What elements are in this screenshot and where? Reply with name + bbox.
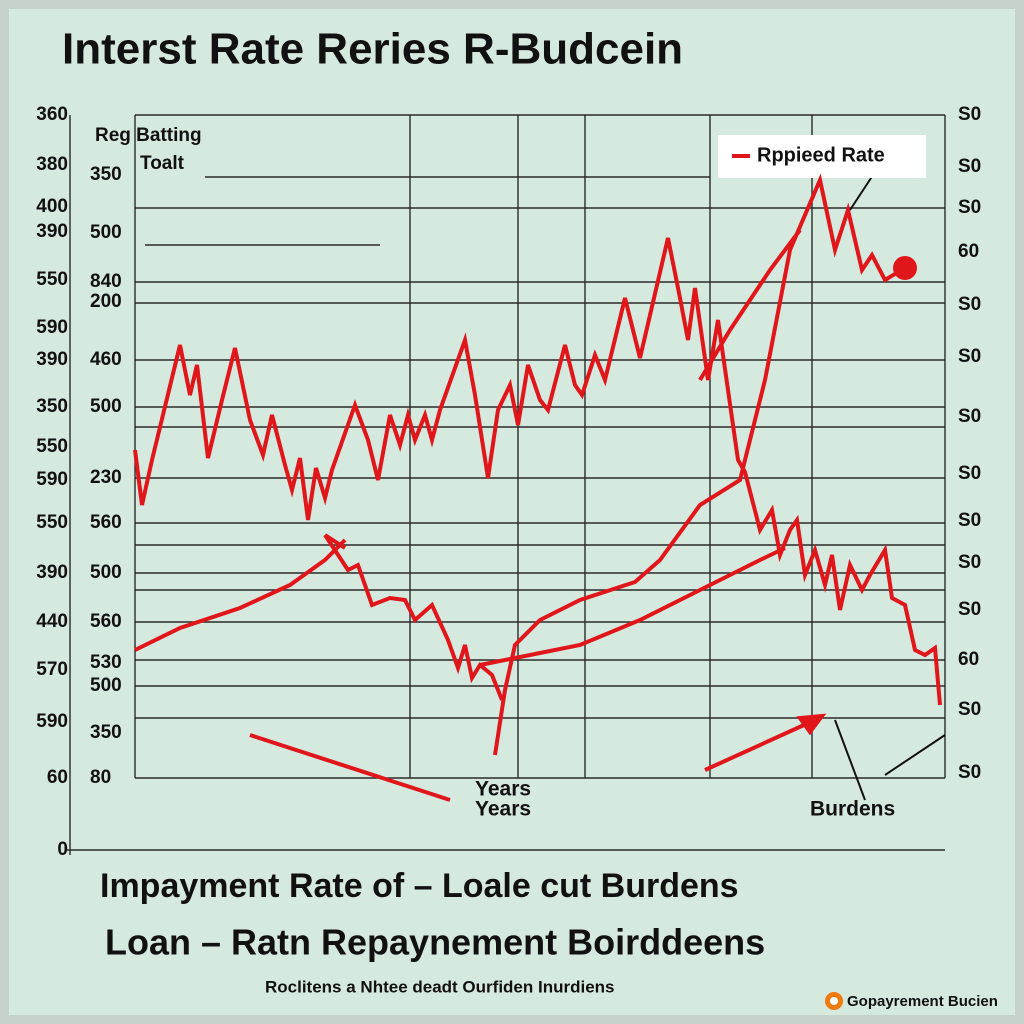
y-label-inner: 500 — [90, 562, 122, 583]
annotation: Years — [475, 798, 531, 821]
y-label: 360 — [36, 104, 68, 125]
series-line — [698, 228, 802, 382]
y2-label: S0 — [958, 197, 981, 218]
y-label-inner: 350 — [90, 722, 122, 743]
y-label: 390 — [36, 221, 68, 242]
y2-label: S0 — [958, 762, 981, 783]
y-label-inner: 80 — [90, 767, 111, 788]
series-line — [323, 533, 504, 701]
y-label: 590 — [36, 317, 68, 338]
arrow-head — [796, 713, 827, 736]
caption: Roclitens a Nhtee deadt Ourfiden Inurdie… — [265, 977, 615, 996]
y-label-inner: 460 — [90, 349, 122, 370]
caption: Loan – Ratn Repaynement Boirddeens — [105, 922, 765, 963]
y-label: 570 — [36, 659, 68, 680]
y2-label: S0 — [958, 552, 981, 573]
badge: Gopayrement Bucien — [847, 993, 998, 1010]
y-label: 440 — [36, 611, 68, 632]
badge-icon-center — [830, 997, 838, 1005]
y-label-inner: 500 — [90, 396, 122, 417]
y-label-inner: 840 — [90, 271, 122, 292]
y-label-inner: 500 — [90, 675, 122, 696]
y-label: 590 — [36, 711, 68, 732]
series-line — [479, 546, 786, 667]
arrow — [249, 733, 451, 802]
legend-label: Rppieed Rate — [757, 144, 885, 166]
y2-label: S0 — [958, 156, 981, 177]
y-label-inner: 350 — [90, 164, 122, 185]
y-label-inner: 230 — [90, 467, 122, 488]
y2-label: S0 — [958, 294, 981, 315]
y-label: 0 — [57, 839, 68, 860]
y-label-inner: 560 — [90, 611, 122, 632]
y-label-inner: 560 — [90, 512, 122, 533]
y2-label: S0 — [958, 104, 981, 125]
y2-label: 60 — [958, 241, 979, 262]
y-label: 60 — [47, 767, 68, 788]
caption: Impayment Rate of – Loale cut Burdens — [100, 867, 739, 905]
y2-label: S0 — [958, 510, 981, 531]
y-label: 550 — [36, 436, 68, 457]
y-label: 550 — [36, 269, 68, 290]
y2-label: S0 — [958, 463, 981, 484]
y-label: 350 — [36, 396, 68, 417]
annotation: Burdens — [810, 798, 895, 821]
arrows — [249, 533, 827, 802]
series-line — [134, 538, 347, 652]
annotation: Years — [475, 778, 531, 801]
y2-label: S0 — [958, 406, 981, 427]
y2-label: 60 — [958, 649, 979, 670]
y-label: 550 — [36, 512, 68, 533]
annotation: Toalt — [140, 153, 185, 174]
series-line — [133, 237, 942, 706]
y-label-inner: 200 — [90, 291, 122, 312]
y-label-inner: 500 — [90, 222, 122, 243]
chart-title: Interst Rate Reries R-Budcein — [62, 25, 683, 74]
y-label-inner: 530 — [90, 652, 122, 673]
y-label: 390 — [36, 349, 68, 370]
pointers — [834, 171, 946, 801]
y2-label: S0 — [958, 599, 981, 620]
pointer-line — [849, 171, 876, 211]
annotation: Reg Batting — [95, 125, 202, 146]
series-line — [493, 173, 907, 756]
y-label: 400 — [36, 196, 68, 217]
y-label: 380 — [36, 154, 68, 175]
y-label: 590 — [36, 469, 68, 490]
y2-label: S0 — [958, 346, 981, 367]
y-label: 390 — [36, 562, 68, 583]
pointer-line — [884, 734, 946, 776]
end-marker — [893, 256, 917, 280]
legend-box — [718, 135, 926, 178]
arrow — [704, 718, 816, 772]
pointer-line — [834, 719, 866, 801]
y2-label: S0 — [958, 699, 981, 720]
